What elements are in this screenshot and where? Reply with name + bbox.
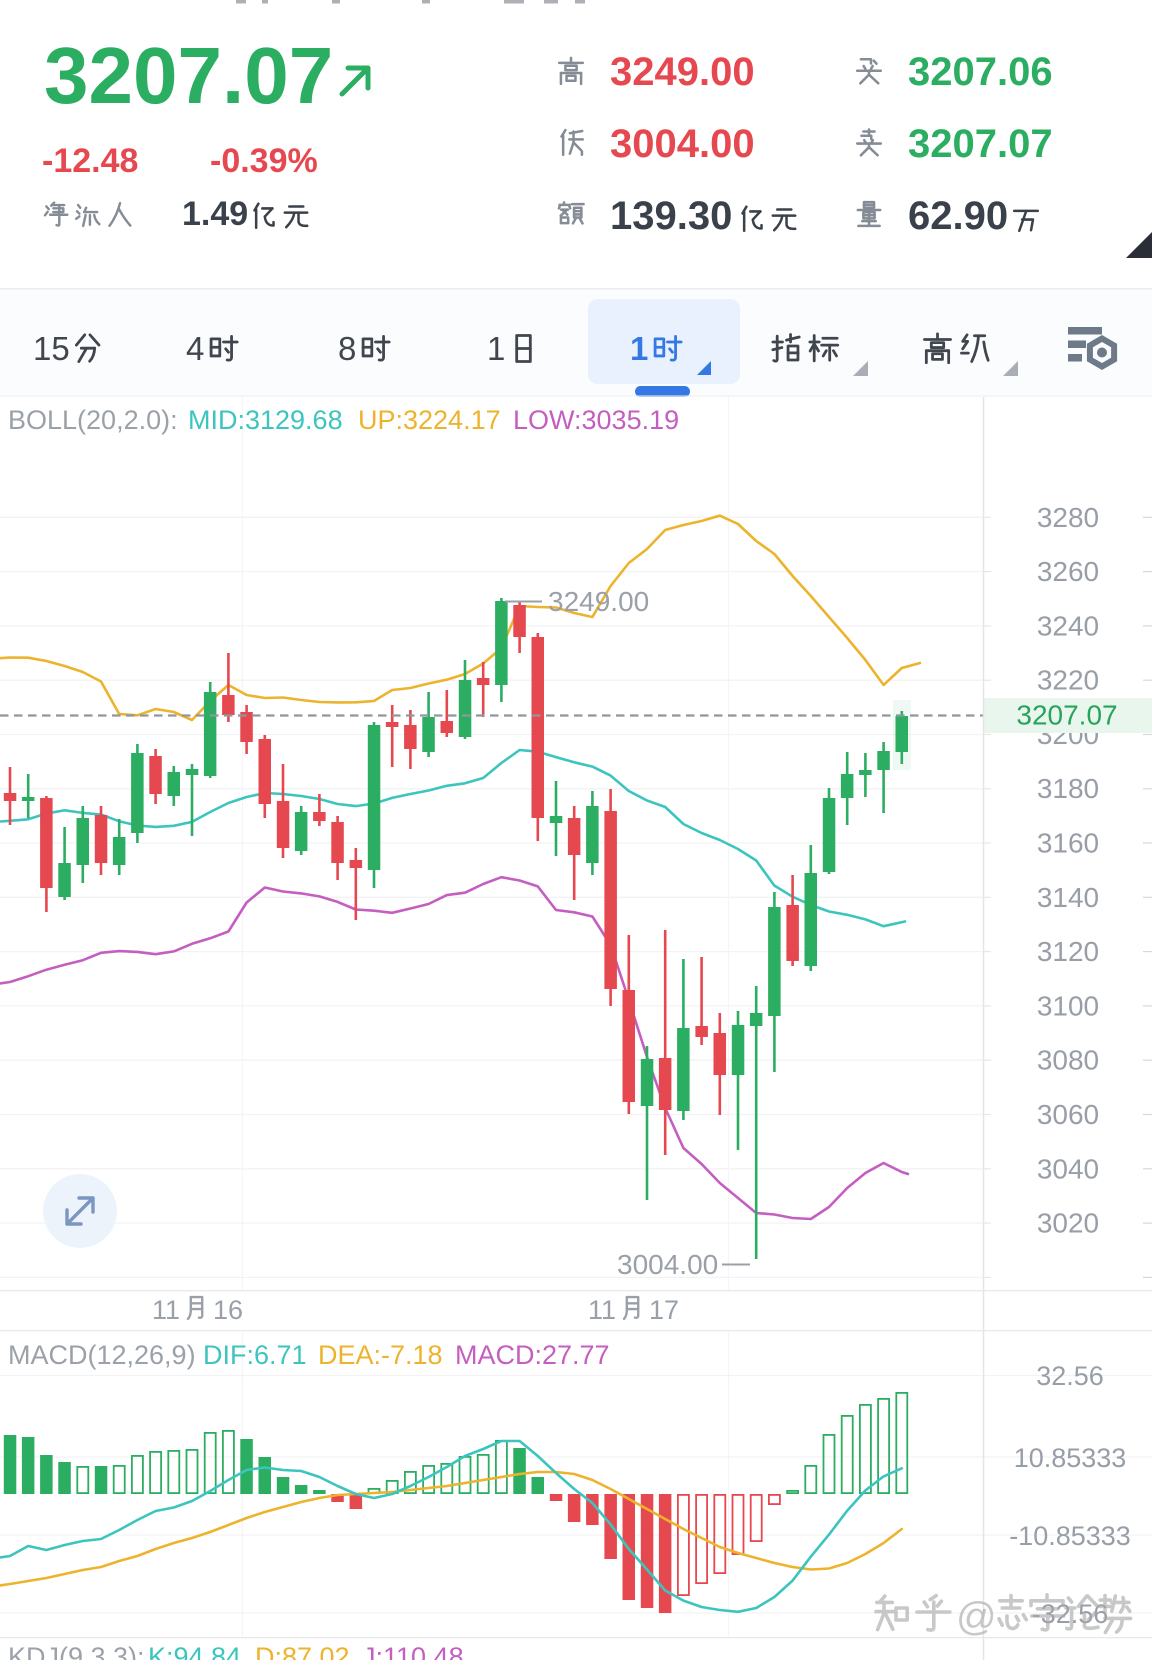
svg-text:32.56: 32.56 (1036, 1361, 1104, 1391)
svg-text:MID:3129.68: MID:3129.68 (188, 405, 343, 435)
svg-text:UP:3224.17: UP:3224.17 (358, 405, 501, 435)
svg-text:3207.06: 3207.06 (908, 50, 1053, 94)
svg-text:LOW:3035.19: LOW:3035.19 (513, 405, 679, 435)
svg-text:139.30: 139.30 (610, 194, 732, 238)
svg-text:3180: 3180 (1037, 773, 1099, 804)
svg-text:@: @ (956, 1595, 997, 1639)
svg-text:16: 16 (213, 1295, 243, 1325)
svg-text:3140: 3140 (1037, 882, 1099, 913)
svg-text:MACD:27.77: MACD:27.77 (455, 1340, 610, 1370)
svg-text:DIF:6.71: DIF:6.71 (203, 1340, 307, 1370)
svg-text:D:87.02: D:87.02 (255, 1642, 350, 1660)
svg-text:3249.00: 3249.00 (548, 586, 649, 617)
svg-text:8: 8 (338, 330, 356, 367)
svg-text:3207.07: 3207.07 (908, 122, 1053, 166)
svg-text:MACD(12,26,9): MACD(12,26,9) (8, 1340, 196, 1370)
svg-text:3160: 3160 (1037, 828, 1099, 859)
svg-text:3004.00: 3004.00 (610, 122, 755, 166)
svg-text:3207.07: 3207.07 (1016, 700, 1117, 731)
svg-text:10.85333: 10.85333 (1014, 1443, 1127, 1473)
svg-text:-0.39%: -0.39% (210, 142, 318, 180)
svg-text:3020: 3020 (1037, 1208, 1099, 1239)
svg-text:3040: 3040 (1037, 1153, 1099, 1184)
svg-text:1: 1 (487, 330, 505, 367)
svg-text:BOLL(20,2.0):: BOLL(20,2.0): (8, 405, 178, 435)
svg-text:62.90: 62.90 (908, 194, 1008, 238)
svg-text:3080: 3080 (1037, 1045, 1099, 1076)
svg-text:3120: 3120 (1037, 936, 1099, 967)
svg-text:3280: 3280 (1037, 502, 1099, 533)
svg-text:KDJ(9,3,3):: KDJ(9,3,3): (8, 1642, 145, 1660)
svg-text:3240: 3240 (1037, 610, 1099, 641)
svg-text:15: 15 (33, 330, 70, 367)
svg-text:3004.00: 3004.00 (617, 1249, 718, 1280)
svg-text:-12.48: -12.48 (42, 142, 138, 180)
svg-text:K:94.84: K:94.84 (148, 1642, 241, 1660)
svg-text:1.49: 1.49 (182, 195, 248, 233)
svg-text:-10.85333: -10.85333 (1009, 1521, 1131, 1551)
svg-text:3220: 3220 (1037, 665, 1099, 696)
svg-text:3207.07: 3207.07 (44, 31, 333, 120)
svg-text:11: 11 (152, 1295, 180, 1325)
svg-text:11: 11 (588, 1295, 616, 1325)
svg-text:1: 1 (630, 330, 648, 367)
svg-text:3260: 3260 (1037, 556, 1099, 587)
svg-text:J:110.48: J:110.48 (362, 1642, 464, 1660)
svg-text:4: 4 (186, 330, 204, 367)
svg-text:3060: 3060 (1037, 1099, 1099, 1130)
svg-text:17: 17 (649, 1295, 679, 1325)
svg-text:3249.00: 3249.00 (610, 50, 755, 94)
svg-text:DEA:-7.18: DEA:-7.18 (318, 1340, 443, 1370)
svg-text:3100: 3100 (1037, 990, 1099, 1021)
